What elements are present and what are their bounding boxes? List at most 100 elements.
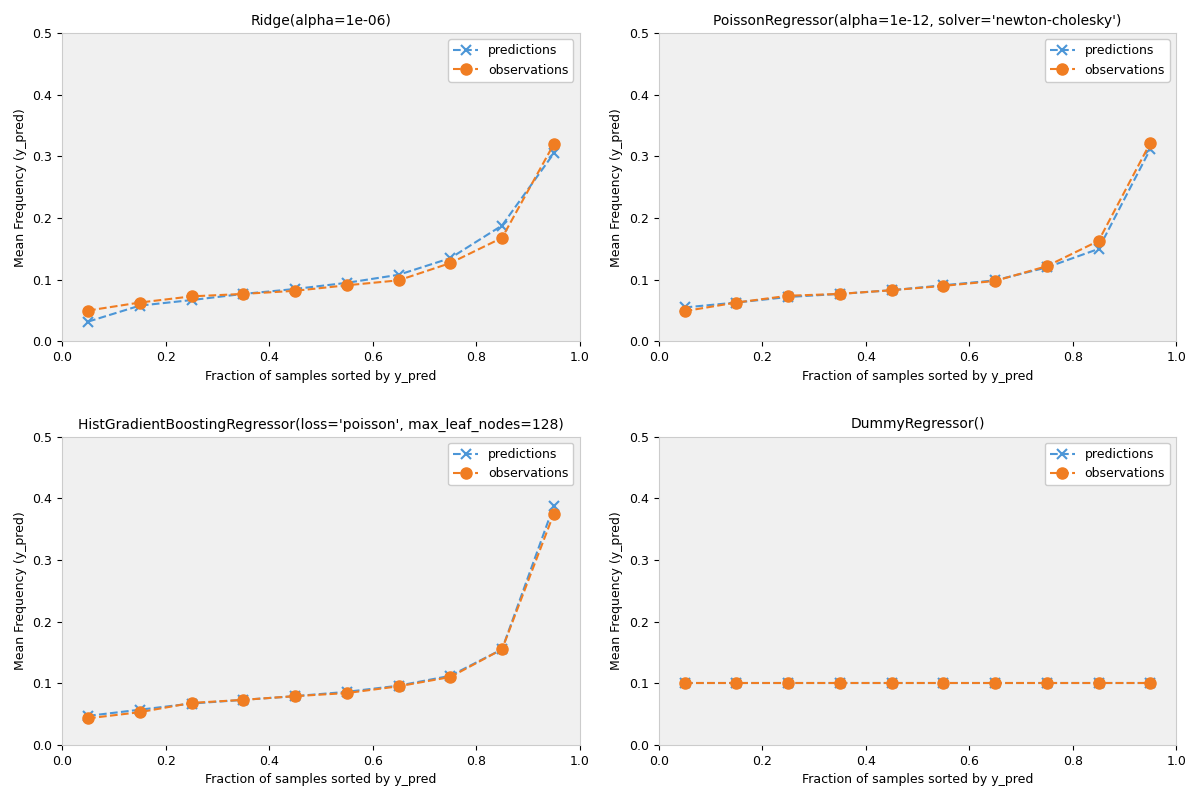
observations <box>80 714 95 723</box>
Y-axis label: Mean Frequency (y_pred): Mean Frequency (y_pred) <box>14 511 26 670</box>
predictions <box>288 691 302 701</box>
predictions <box>833 678 847 688</box>
observations <box>236 695 251 705</box>
X-axis label: Fraction of samples sorted by y_pred: Fraction of samples sorted by y_pred <box>802 773 1033 786</box>
predictions <box>1091 244 1105 254</box>
predictions <box>730 678 744 688</box>
observations <box>936 678 950 688</box>
observations <box>988 678 1002 688</box>
predictions <box>1039 678 1054 688</box>
observations <box>185 291 199 301</box>
Y-axis label: Mean Frequency (y_pred): Mean Frequency (y_pred) <box>611 108 624 266</box>
observations <box>236 289 251 298</box>
observations <box>391 275 406 285</box>
predictions <box>988 678 1002 688</box>
observations <box>1144 678 1158 688</box>
observations <box>730 298 744 307</box>
predictions <box>340 687 354 697</box>
observations <box>1091 236 1105 246</box>
observations <box>443 258 457 268</box>
observations <box>494 233 509 242</box>
observations <box>833 678 847 688</box>
observations <box>132 298 146 307</box>
observations <box>677 678 691 688</box>
observations <box>80 306 95 315</box>
predictions <box>936 281 950 290</box>
observations <box>1091 678 1105 688</box>
Title: DummyRegressor(): DummyRegressor() <box>850 418 985 431</box>
observations <box>833 289 847 298</box>
predictions <box>132 705 146 714</box>
predictions <box>1039 262 1054 272</box>
predictions <box>781 678 796 688</box>
observations <box>1039 678 1054 688</box>
predictions <box>288 284 302 294</box>
observations <box>288 691 302 701</box>
predictions <box>80 317 95 326</box>
observations <box>546 139 560 149</box>
predictions <box>884 286 899 295</box>
predictions <box>1144 678 1158 688</box>
observations <box>185 698 199 708</box>
observations <box>546 509 560 518</box>
predictions <box>132 301 146 310</box>
Line: predictions: predictions <box>83 149 559 326</box>
observations <box>288 286 302 296</box>
predictions <box>936 678 950 688</box>
Line: predictions: predictions <box>83 501 559 721</box>
Legend: predictions, observations: predictions, observations <box>1044 443 1170 485</box>
predictions <box>546 149 560 158</box>
predictions <box>781 292 796 302</box>
predictions <box>1144 144 1158 154</box>
predictions <box>494 645 509 654</box>
observations <box>132 707 146 717</box>
X-axis label: Fraction of samples sorted by y_pred: Fraction of samples sorted by y_pred <box>802 370 1033 382</box>
predictions <box>443 254 457 263</box>
predictions <box>340 278 354 288</box>
Line: predictions: predictions <box>679 678 1156 688</box>
observations <box>884 286 899 295</box>
Title: PoissonRegressor(alpha=1e-12, solver='newton-cholesky'): PoissonRegressor(alpha=1e-12, solver='ne… <box>713 14 1122 28</box>
Line: observations: observations <box>679 138 1156 317</box>
Legend: predictions, observations: predictions, observations <box>448 443 574 485</box>
predictions <box>443 671 457 681</box>
predictions <box>988 275 1002 285</box>
Legend: predictions, observations: predictions, observations <box>448 39 574 82</box>
Title: HistGradientBoostingRegressor(loss='poisson', max_leaf_nodes=128): HistGradientBoostingRegressor(loss='pois… <box>78 418 564 431</box>
observations <box>781 678 796 688</box>
Line: predictions: predictions <box>679 144 1156 312</box>
predictions <box>546 501 560 510</box>
observations <box>781 291 796 301</box>
observations <box>443 672 457 682</box>
Line: observations: observations <box>83 508 559 724</box>
X-axis label: Fraction of samples sorted by y_pred: Fraction of samples sorted by y_pred <box>205 370 437 382</box>
observations <box>884 678 899 688</box>
predictions <box>884 678 899 688</box>
predictions <box>494 221 509 230</box>
predictions <box>185 295 199 305</box>
predictions <box>833 289 847 298</box>
observations <box>936 281 950 290</box>
predictions <box>1091 678 1105 688</box>
Y-axis label: Mean Frequency (y_pred): Mean Frequency (y_pred) <box>611 511 624 670</box>
predictions <box>236 695 251 705</box>
observations <box>677 306 691 316</box>
Legend: predictions, observations: predictions, observations <box>1044 39 1170 82</box>
Title: Ridge(alpha=1e-06): Ridge(alpha=1e-06) <box>251 14 391 28</box>
observations <box>730 678 744 688</box>
observations <box>1144 138 1158 148</box>
predictions <box>391 681 406 690</box>
predictions <box>677 678 691 688</box>
observations <box>1039 262 1054 271</box>
predictions <box>185 698 199 708</box>
predictions <box>80 711 95 721</box>
observations <box>988 276 1002 286</box>
Y-axis label: Mean Frequency (y_pred): Mean Frequency (y_pred) <box>14 108 26 266</box>
observations <box>494 645 509 654</box>
predictions <box>677 302 691 312</box>
observations <box>340 281 354 290</box>
observations <box>340 688 354 698</box>
Line: observations: observations <box>83 138 559 316</box>
Line: observations: observations <box>679 678 1156 689</box>
predictions <box>730 298 744 307</box>
